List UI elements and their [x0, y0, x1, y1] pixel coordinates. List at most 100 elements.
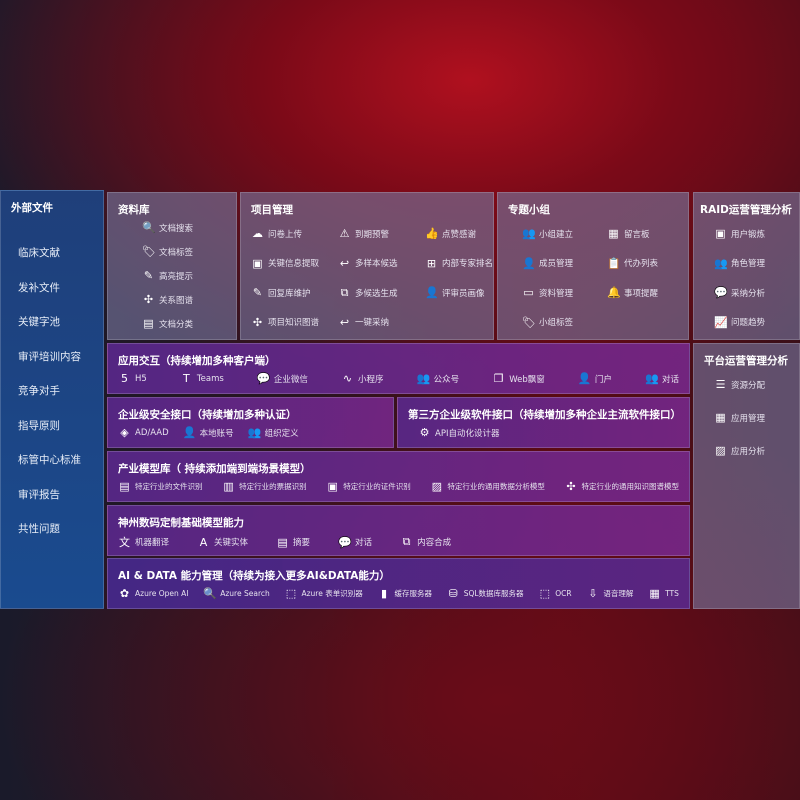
interaction-item[interactable]: ❐ Web飘窗: [492, 372, 545, 385]
security-item[interactable]: 👥 组织定义: [248, 426, 299, 439]
project-item-label: 项目知识图谱: [268, 318, 320, 328]
aidata-item[interactable]: ✿ Azure Open AI: [118, 587, 189, 600]
group-item-label: 事项提醒: [624, 288, 659, 299]
industry-item[interactable]: ▨ 特定行业的通用数据分析模型: [430, 480, 545, 493]
group-item[interactable]: 👤 成员管理: [522, 257, 573, 270]
project-item[interactable]: ✎ 回复库维护: [251, 286, 311, 299]
project-item-label: 点赞感谢: [442, 229, 477, 240]
security-item-label: AD/AAD: [135, 427, 169, 438]
knowledge-graph-icon: ✣: [252, 315, 263, 329]
base-item[interactable]: A 关键实体: [197, 536, 248, 549]
group-item[interactable]: 🏷 小组标签: [522, 316, 573, 329]
external-file-item[interactable]: 审评培训内容: [18, 350, 81, 363]
library-item[interactable]: ▤ 文档分类: [142, 317, 193, 330]
raid-item[interactable]: 👥 角色管理: [714, 257, 765, 270]
interaction-item[interactable]: 👥 对话: [645, 372, 679, 385]
tag-icon: 🏷: [522, 315, 536, 329]
group-item[interactable]: 📋 代办列表: [607, 257, 658, 270]
project-item[interactable]: 👍 点赞感谢: [425, 227, 476, 240]
external-file-item[interactable]: 关键字池: [18, 316, 60, 328]
aidata-item[interactable]: ⬚ Azure 表单识别器: [284, 587, 363, 600]
industry-item[interactable]: ▣ 特定行业的证件识别: [326, 480, 411, 493]
checklist-icon: ☰: [715, 378, 726, 391]
thumbs-up-icon: 👍: [425, 227, 439, 240]
interaction-item[interactable]: T Teams: [180, 372, 224, 385]
base-item[interactable]: ▤ 摘要: [276, 536, 310, 549]
project-item[interactable]: ▣ 关键信息提取: [251, 257, 319, 270]
project-item[interactable]: ☁ 问卷上传: [251, 227, 302, 240]
library-item[interactable]: 🏷 文档标签: [142, 245, 193, 258]
library-item[interactable]: ✣ 关系图谱: [142, 293, 193, 306]
external-file-item[interactable]: 共性问题: [18, 523, 60, 535]
user-icon: 👤: [425, 286, 439, 299]
external-file-item[interactable]: 竞争对手: [18, 385, 60, 397]
project-item-label: 问卷上传: [268, 229, 303, 240]
aidata-item-label: 语音理解: [603, 589, 634, 598]
project-item[interactable]: ⚠ 到期预警: [338, 227, 389, 240]
industry-model-list: ▤ 特定行业的文件识别 ▥ 特定行业的票据识别 ▣ 特定行业的证件识别 ▨ 特定行业的通用数据…: [118, 480, 679, 493]
library-item-label: 关系图谱: [159, 295, 194, 306]
library-item[interactable]: 🔍 文档搜索: [142, 221, 193, 234]
security-item[interactable]: 👤 本地账号: [183, 426, 234, 439]
project-item[interactable]: ↩ 一键采纳: [338, 316, 389, 329]
group-panel: 专题小组 👥 小组建立 ▦ 留言板 👤 成员管理 📋 代办列表 ▭ 资料管理 🔔 事项提醒 🏷 小组标签: [497, 192, 689, 340]
interaction-item[interactable]: 👥 公众号: [417, 372, 460, 385]
external-file-item[interactable]: 标管中心标准: [18, 454, 81, 466]
platform-item[interactable]: ☰ 资源分配: [714, 378, 765, 391]
knowledge-graph-icon: ✣: [566, 480, 576, 493]
library-item-label: 文档搜索: [159, 223, 194, 234]
raid-item[interactable]: 💬 采纳分析: [714, 286, 765, 299]
external-file-item[interactable]: 审评报告: [18, 488, 60, 501]
cloud-upload-icon: ☁: [252, 227, 263, 240]
sql-icon: ⛁: [448, 587, 458, 600]
external-file-item[interactable]: 临床文献: [18, 247, 60, 259]
raid-title: RAID运营管理分析: [700, 204, 792, 216]
aidata-item[interactable]: 🔍 Azure Search: [203, 587, 270, 600]
aidata-item[interactable]: ⬚ OCR: [538, 587, 572, 600]
base-item[interactable]: 文机器翻译: [118, 534, 169, 550]
interaction-item[interactable]: ∿ 小程序: [341, 372, 384, 385]
group-item-label: 小组建立: [539, 229, 574, 240]
interaction-item-label: 公众号: [433, 374, 460, 385]
base-item[interactable]: 💬 对话: [338, 536, 372, 549]
project-item-label: 内部专家排名: [442, 259, 494, 269]
interaction-item[interactable]: 💬 企业微信: [257, 372, 308, 385]
raid-item-label: 用户锻炼: [731, 229, 766, 240]
aidata-item[interactable]: ⇩ 语音理解: [586, 587, 633, 600]
project-item[interactable]: ⧉ 多候选生成: [338, 286, 398, 300]
industry-item[interactable]: ▤ 特定行业的文件识别: [118, 480, 202, 493]
third-item[interactable]: ⚙ API自动化设计器: [418, 426, 500, 439]
interaction-item[interactable]: 5 H5: [118, 372, 147, 385]
folder-icon: ▭: [523, 286, 534, 299]
industry-item[interactable]: ✣ 特定行业的通用知识图谱模型: [565, 480, 679, 493]
external-file-item[interactable]: 发补文件: [18, 281, 60, 294]
project-item[interactable]: ✣ 项目知识图谱: [251, 316, 319, 329]
raid-item[interactable]: 📈 问题趋势: [714, 316, 765, 329]
group-item[interactable]: 👥 小组建立: [522, 227, 573, 240]
api-gear-icon: ⚙: [419, 426, 430, 439]
aidata-item[interactable]: ⛁ SQL数据库服务器: [447, 587, 524, 600]
raid-item[interactable]: ▣ 用户锻炼: [714, 227, 765, 240]
project-title: 项目管理: [251, 204, 293, 216]
library-title: 资料库: [118, 204, 150, 216]
security-item[interactable]: ◈ AD/AAD: [118, 426, 169, 439]
group-item-label: 小组标签: [539, 318, 574, 328]
project-item[interactable]: ↩ 多样本候选: [338, 257, 398, 270]
project-item-label: 评审员画像: [442, 288, 485, 299]
project-item[interactable]: 👤 评审员画像: [425, 286, 485, 299]
group-item[interactable]: 🔔 事项提醒: [607, 286, 658, 299]
aidata-item[interactable]: ▮ 缓存服务器: [377, 587, 432, 600]
group-item[interactable]: ▦ 留言板: [607, 227, 649, 240]
platform-item[interactable]: ▨ 应用分析: [714, 444, 765, 457]
industry-item[interactable]: ▥ 特定行业的票据识别: [222, 480, 306, 493]
summary-icon: ▤: [277, 535, 288, 549]
platform-item[interactable]: ▦ 应用管理: [714, 411, 765, 424]
aidata-item[interactable]: ▦ TTS: [648, 587, 679, 600]
external-file-item[interactable]: 指导原则: [18, 419, 60, 432]
interaction-item[interactable]: 👤 门户: [578, 372, 612, 385]
project-item[interactable]: ⊞ 内部专家排名: [425, 257, 493, 270]
group-item[interactable]: ▭ 资料管理: [522, 286, 573, 299]
interaction-item-label: 对话: [661, 374, 679, 385]
base-item[interactable]: ⧉ 内容合成: [400, 535, 451, 549]
library-item[interactable]: ✎ 高亮提示: [142, 269, 193, 282]
